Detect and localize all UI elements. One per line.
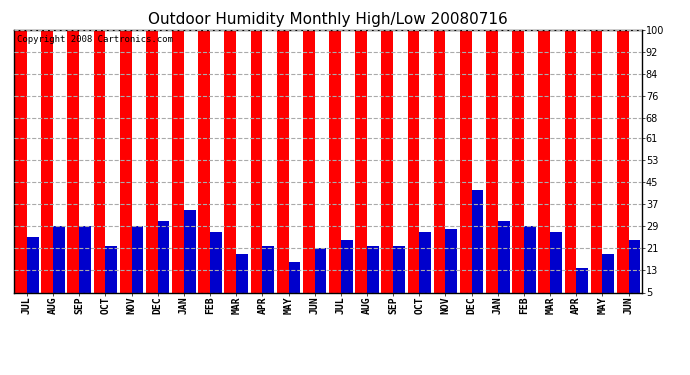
Bar [94, 30, 106, 292]
Bar [315, 248, 326, 292]
Bar [329, 30, 341, 292]
Text: Copyright 2008 Cartronics.com: Copyright 2008 Cartronics.com [17, 35, 172, 44]
Bar [198, 30, 210, 292]
Title: Outdoor Humidity Monthly High/Low 20080716: Outdoor Humidity Monthly High/Low 200807… [148, 12, 508, 27]
Bar [420, 232, 431, 292]
Bar [288, 262, 300, 292]
Bar [564, 30, 576, 292]
Bar [550, 232, 562, 292]
Bar [617, 30, 629, 292]
Bar [472, 190, 484, 292]
Bar [53, 226, 65, 292]
Bar [172, 30, 184, 292]
Bar [236, 254, 248, 292]
Bar [591, 30, 602, 292]
Bar [382, 30, 393, 292]
Bar [538, 30, 550, 292]
Bar [497, 220, 510, 292]
Bar [27, 237, 39, 292]
Bar [210, 232, 221, 292]
Bar [434, 30, 446, 292]
Bar [158, 220, 170, 292]
Bar [262, 246, 274, 292]
Bar [132, 226, 144, 292]
Bar [367, 246, 379, 292]
Bar [250, 30, 262, 292]
Bar [341, 240, 353, 292]
Bar [106, 246, 117, 292]
Bar [524, 226, 535, 292]
Bar [184, 210, 196, 292]
Bar [408, 30, 420, 292]
Bar [120, 30, 132, 292]
Bar [303, 30, 315, 292]
Bar [41, 30, 53, 292]
Bar [15, 30, 27, 292]
Bar [446, 229, 457, 292]
Bar [79, 226, 91, 292]
Bar [224, 30, 236, 292]
Bar [576, 268, 588, 292]
Bar [146, 30, 158, 292]
Bar [68, 30, 79, 292]
Bar [602, 254, 614, 292]
Bar [460, 30, 472, 292]
Bar [512, 30, 524, 292]
Bar [486, 30, 497, 292]
Bar [277, 30, 288, 292]
Bar [629, 240, 640, 292]
Bar [355, 30, 367, 292]
Bar [393, 246, 405, 292]
